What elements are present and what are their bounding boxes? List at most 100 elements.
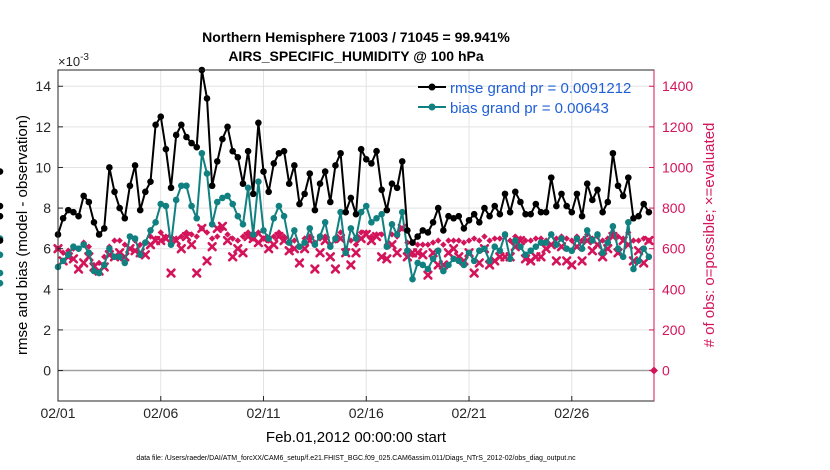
rmse-point bbox=[208, 182, 216, 190]
bias-point bbox=[553, 241, 560, 248]
obs-possible-point bbox=[419, 241, 426, 248]
obs-possible-point bbox=[553, 235, 560, 242]
rmse-point bbox=[188, 139, 195, 147]
obs-possible-point bbox=[491, 235, 498, 242]
bias-point bbox=[527, 247, 534, 255]
rmse-point bbox=[368, 160, 375, 167]
bias-point bbox=[64, 251, 72, 259]
rmse-point bbox=[568, 208, 576, 216]
bias-point bbox=[440, 267, 447, 275]
bias-point bbox=[162, 202, 170, 210]
obs-evaluated-point bbox=[192, 268, 202, 278]
bias-point bbox=[429, 255, 437, 263]
y-tick-label: 6 bbox=[43, 241, 51, 257]
obs-possible-point bbox=[111, 237, 118, 244]
y2-axis-label: # of obs: o=possible; ×=evaluated bbox=[701, 123, 718, 348]
rmse-point bbox=[640, 200, 648, 208]
rmse-point bbox=[501, 190, 509, 198]
bias-point bbox=[506, 255, 514, 263]
rmse-point bbox=[147, 178, 154, 185]
rmse-point bbox=[244, 147, 252, 155]
bias-point bbox=[640, 245, 648, 252]
bias-point bbox=[337, 208, 344, 216]
obs-possible-point bbox=[619, 235, 627, 242]
obs-possible-point bbox=[414, 241, 421, 248]
bias-point bbox=[398, 208, 406, 216]
rmse-point bbox=[70, 208, 77, 216]
rmse-point bbox=[455, 212, 463, 220]
bias-point bbox=[219, 194, 226, 202]
rmse-point bbox=[126, 182, 134, 190]
rmse-point bbox=[563, 202, 570, 210]
bias-point bbox=[291, 227, 298, 234]
bias-point bbox=[434, 247, 442, 255]
bias-point bbox=[614, 245, 622, 252]
bias-point bbox=[178, 182, 185, 190]
obs-evaluated-point bbox=[423, 270, 433, 280]
rmse-point bbox=[465, 216, 473, 224]
obs-possible-point bbox=[635, 237, 642, 244]
bias-point bbox=[332, 235, 339, 242]
rmse-point bbox=[409, 239, 416, 246]
x-tick-label: 02/11 bbox=[247, 405, 281, 421]
bias-point bbox=[486, 257, 493, 265]
rmse-point bbox=[100, 225, 108, 232]
bias-point bbox=[116, 253, 123, 261]
obs-evaluated-point bbox=[448, 243, 459, 254]
obs-possible-point bbox=[599, 237, 606, 244]
obs-evaluated-point bbox=[392, 248, 402, 258]
rmse-point bbox=[193, 143, 201, 151]
bias-point bbox=[136, 251, 144, 259]
y-tick-label: 10 bbox=[35, 159, 51, 175]
obs-evaluated-point bbox=[294, 258, 305, 268]
rmse-point bbox=[496, 210, 504, 218]
bias-point bbox=[244, 184, 252, 192]
bias-point bbox=[229, 200, 236, 208]
bias-point bbox=[213, 198, 221, 206]
bias-point bbox=[445, 261, 452, 269]
rmse-point bbox=[429, 219, 437, 226]
obs-evaluated-point bbox=[346, 260, 356, 270]
rmse-point bbox=[327, 198, 334, 206]
rmse-point bbox=[342, 208, 350, 216]
obs-possible-point bbox=[440, 241, 447, 248]
bias-point bbox=[609, 223, 617, 230]
rmse-point bbox=[203, 95, 211, 102]
bias-point bbox=[404, 247, 411, 255]
rmse-point bbox=[625, 174, 632, 181]
obs-evaluated-point bbox=[269, 239, 279, 250]
bias-point bbox=[280, 212, 288, 220]
obs-evaluated-point bbox=[325, 252, 336, 262]
bias-point bbox=[321, 219, 329, 226]
bias-point bbox=[111, 253, 118, 261]
rmse-point bbox=[594, 186, 601, 194]
obs-possible-point bbox=[203, 229, 211, 236]
rmse-point bbox=[583, 180, 591, 188]
obs-possible-point bbox=[614, 233, 622, 240]
y2-tick-label: 600 bbox=[662, 241, 686, 257]
obs-possible-point bbox=[429, 239, 437, 246]
bias-point bbox=[95, 269, 103, 277]
obs-evaluated-point bbox=[315, 248, 325, 258]
obs-possible-point bbox=[239, 233, 247, 240]
y-tick-label: 2 bbox=[43, 322, 51, 338]
y-exponent-base: ×10 bbox=[58, 54, 80, 69]
obs-possible-point bbox=[604, 235, 611, 242]
bias-point bbox=[511, 237, 519, 244]
rmse-point bbox=[172, 131, 180, 139]
rmse-point bbox=[157, 113, 165, 121]
bias-point bbox=[496, 247, 504, 255]
bias-point bbox=[424, 265, 432, 273]
rmse-point bbox=[285, 180, 293, 188]
bias-point bbox=[409, 275, 416, 283]
bias-point bbox=[419, 261, 427, 269]
bias-point bbox=[594, 231, 601, 238]
obs-evaluated-point bbox=[567, 260, 577, 270]
obs-evaluated-point bbox=[418, 250, 428, 260]
bias-point bbox=[106, 245, 113, 252]
obs-possible-point bbox=[476, 237, 483, 244]
rmse-point bbox=[532, 200, 540, 208]
rmse-point bbox=[116, 204, 123, 212]
obs-evaluated-point bbox=[222, 235, 233, 246]
